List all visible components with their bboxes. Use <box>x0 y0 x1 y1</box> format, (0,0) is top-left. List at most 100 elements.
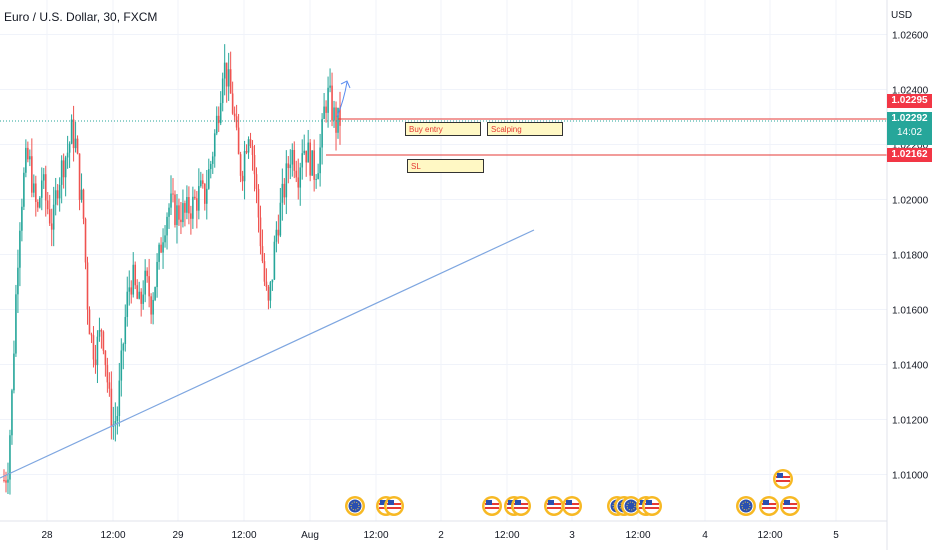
candle-body <box>250 139 252 146</box>
candle-body <box>196 198 198 210</box>
us-flag-icon[interactable] <box>482 496 502 516</box>
candle-body <box>148 276 150 296</box>
sl-note[interactable]: SL <box>407 159 484 173</box>
candle-body <box>297 177 299 187</box>
candle-body <box>333 107 335 120</box>
candle-body <box>172 194 174 195</box>
candle-body <box>192 197 194 219</box>
y-tick-label: 1.01800 <box>892 251 929 262</box>
candle-body <box>176 205 178 225</box>
us-flag-icon[interactable] <box>773 469 793 489</box>
candle-body <box>130 287 132 294</box>
candle-body <box>47 200 49 209</box>
candle-body <box>242 176 244 181</box>
candle-body <box>51 223 53 229</box>
candle-body <box>264 261 266 282</box>
us-flag-icon[interactable] <box>642 496 662 516</box>
candle-body <box>150 296 152 314</box>
scalping-note[interactable]: Scalping <box>487 122 563 136</box>
candle-body <box>140 292 142 304</box>
candle-body <box>63 160 65 177</box>
candle-body <box>238 128 240 155</box>
candle-body <box>272 279 274 282</box>
x-tick-label: 12:00 <box>363 530 388 541</box>
x-tick-label: 29 <box>172 530 184 541</box>
candle-body <box>87 262 89 309</box>
candle-body <box>200 180 202 186</box>
candle-body <box>260 218 262 247</box>
candle-body <box>274 242 276 280</box>
x-tick-label: Aug <box>301 530 319 541</box>
candle-body <box>286 163 288 197</box>
us-flag-icon[interactable] <box>562 496 582 516</box>
buy-entry-note[interactable]: Buy entry <box>405 122 481 136</box>
candle-body <box>101 330 103 332</box>
candle-body <box>246 151 248 153</box>
candle-body <box>81 190 83 200</box>
candle-body <box>154 287 156 300</box>
candle-body <box>156 262 158 287</box>
candle-body <box>146 271 148 276</box>
y-tick-label: 1.02600 <box>892 31 929 42</box>
x-tick-label: 12:00 <box>231 530 256 541</box>
candle-body <box>218 116 220 123</box>
candle-body <box>119 381 121 416</box>
candle-body <box>162 242 164 252</box>
candle-body <box>327 88 329 113</box>
candle-body <box>293 150 295 171</box>
candle-body <box>89 310 91 335</box>
candle-body <box>33 184 35 193</box>
candle-body <box>194 197 196 198</box>
candle-body <box>256 174 258 189</box>
candle-body <box>79 154 81 200</box>
candle-body <box>99 330 101 337</box>
last-price-tag: 1.02292 <box>887 112 932 126</box>
candle-body <box>164 235 166 242</box>
candle-body <box>266 282 268 287</box>
candle-body <box>276 230 278 242</box>
candle-body <box>301 153 303 167</box>
candle-body <box>121 351 123 381</box>
candle-body <box>49 209 51 223</box>
candle-body <box>317 173 319 179</box>
candle-body <box>284 184 286 197</box>
us-flag-icon[interactable] <box>384 496 404 516</box>
y-tick-label: 1.01400 <box>892 361 929 372</box>
us-flag-icon[interactable] <box>544 496 564 516</box>
candle-body <box>27 148 29 159</box>
candle-body <box>212 156 214 164</box>
candle-body <box>73 119 75 148</box>
candles <box>3 44 341 494</box>
candle-body <box>198 186 200 211</box>
us-flag-icon[interactable] <box>511 496 531 516</box>
candle-body <box>61 160 63 184</box>
trendline[interactable] <box>0 230 534 478</box>
candle-body <box>160 245 162 253</box>
candle-body <box>295 171 297 178</box>
x-tick-label: 28 <box>41 530 53 541</box>
candle-body <box>117 416 119 421</box>
candle-body <box>313 150 315 179</box>
candle-body <box>307 143 309 163</box>
symbol-title[interactable]: Euro / U.S. Dollar, 30, FXCM <box>4 10 157 24</box>
candle-body <box>315 179 317 180</box>
sl-price-tag: 1.02162 <box>887 148 932 162</box>
candle-body <box>309 143 311 176</box>
candle-body <box>270 282 272 300</box>
candle-body <box>77 139 79 154</box>
us-flag-icon[interactable] <box>780 496 800 516</box>
x-tick-label: 12:00 <box>625 530 650 541</box>
candle-body <box>7 480 9 483</box>
candle-body <box>107 365 109 382</box>
candle-body <box>124 317 126 344</box>
candle-body <box>180 220 182 222</box>
eu-flag-icon[interactable] <box>345 496 365 516</box>
candle-body <box>69 144 71 153</box>
us-flag-icon[interactable] <box>759 496 779 516</box>
candle-body <box>39 198 41 208</box>
candle-body <box>244 151 246 181</box>
eu-flag-icon[interactable] <box>736 496 756 516</box>
candle-body <box>103 332 105 351</box>
candle-body <box>21 207 23 231</box>
